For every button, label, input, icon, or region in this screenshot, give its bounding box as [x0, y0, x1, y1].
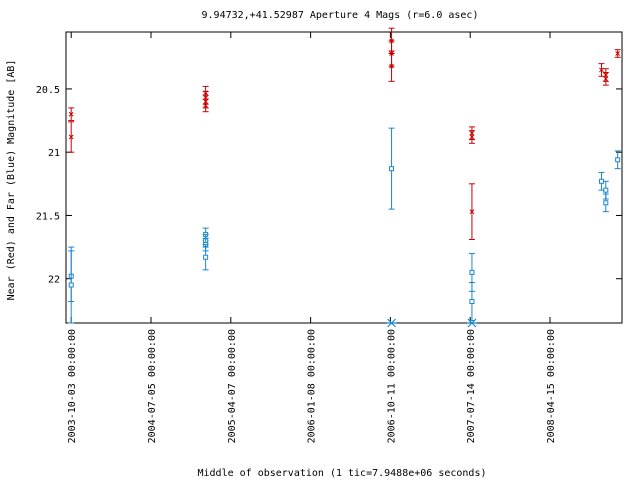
y-tick-label: 22: [48, 275, 60, 286]
x-axis: 2003-10-03 00:00:00 2004-07-05 00:00:00 20…: [67, 32, 557, 443]
limit-marker: [466, 318, 477, 328]
data-point: [203, 103, 209, 108]
data-point: [469, 298, 475, 304]
y-axis-label: Near (Red) and Far (Blue) Magnitude [AB]: [6, 60, 17, 301]
data-point: [469, 269, 475, 275]
series-far-blue: [68, 127, 621, 324]
data-point: [603, 187, 609, 193]
limit-marker: [386, 318, 397, 328]
data-point: [615, 157, 621, 163]
data-point: [599, 67, 604, 73]
x-tick-label: 2005-04-07 00:00:00: [227, 329, 238, 443]
data-point: [603, 76, 609, 82]
x-tick-label: 2007-07-14 00:00:00: [466, 329, 477, 443]
data-marks: [68, 27, 621, 328]
plot-border: [65, 31, 623, 324]
data-point: [203, 254, 209, 260]
data-point: [68, 282, 74, 288]
y-axis: 20.5 21 21.5 22: [36, 85, 622, 286]
x-tick-label: 2006-01-08 00:00:00: [307, 329, 318, 443]
x-tick-label: 2006-10-11 00:00:00: [386, 329, 397, 443]
x-tick-label: 2004-07-05 00:00:00: [147, 329, 158, 443]
data-point: [603, 200, 609, 206]
data-point: [615, 51, 621, 56]
chart-title: 9.94732,+41.52987 Aperture 4 Mags (r=6.0…: [202, 10, 479, 21]
data-point: [389, 166, 395, 172]
x-axis-label: Middle of observation (1 tic=7.9488e+06 …: [198, 468, 487, 479]
x-tick-label: 2008-04-15 00:00:00: [546, 329, 557, 443]
data-point: [68, 134, 74, 140]
y-tick-label: 21.5: [36, 211, 60, 222]
data-point: [469, 209, 475, 215]
data-point: [68, 111, 74, 117]
data-point: [469, 134, 475, 140]
data-point: [389, 63, 394, 69]
x-tick-label: 2003-10-03 00:00:00: [67, 329, 78, 443]
y-tick-label: 20.5: [36, 85, 60, 96]
plot-area: [65, 31, 623, 324]
y-tick-label: 21: [48, 148, 60, 159]
series-near-red: [68, 27, 621, 240]
